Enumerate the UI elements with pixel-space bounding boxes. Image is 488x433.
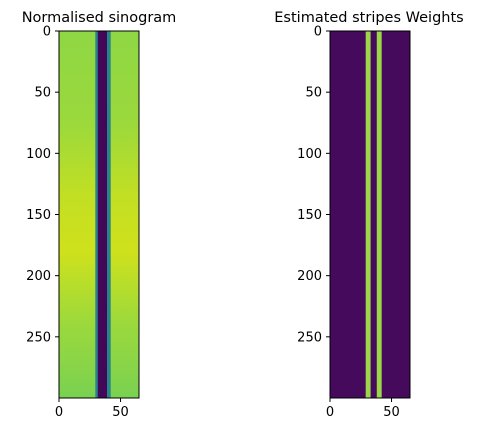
stripe-3 [107, 31, 111, 398]
x-tick-label: 50 [112, 405, 129, 420]
x-tick-label: 0 [326, 405, 334, 420]
y-tick-label: 50 [34, 86, 51, 101]
y-tick-label: 200 [26, 269, 51, 284]
y-tick-label: 250 [26, 330, 51, 345]
stripe-1 [365, 31, 371, 398]
y-tick-label: 50 [305, 86, 322, 101]
x-tick-label: 0 [55, 405, 63, 420]
y-tick-label: 0 [43, 25, 51, 40]
x-tick-label: 50 [383, 405, 400, 420]
chart-title: Normalised sinogram [22, 10, 177, 26]
stripe-1 [95, 31, 99, 398]
heatmap-image [59, 31, 139, 398]
stripe-2 [97, 31, 108, 398]
y-tick-label: 150 [297, 208, 322, 223]
stripe-2 [376, 31, 382, 398]
panel-normalised-sinogram: Normalised sinogram 0 50 0 50 100 150 200 250 [22, 10, 177, 420]
y-tick-label: 100 [297, 147, 322, 162]
y-tick-label: 0 [314, 25, 322, 40]
heatmap-image [330, 31, 410, 398]
y-tick-label: 100 [26, 147, 51, 162]
y-tick-label: 250 [297, 330, 322, 345]
panel-estimated-stripes-weights: Estimated stripes Weights 0 50 0 50 100 150 20… [274, 10, 463, 420]
y-tick-label: 200 [297, 269, 322, 284]
chart-title: Estimated stripes Weights [274, 10, 463, 26]
y-tick-label: 150 [26, 208, 51, 223]
